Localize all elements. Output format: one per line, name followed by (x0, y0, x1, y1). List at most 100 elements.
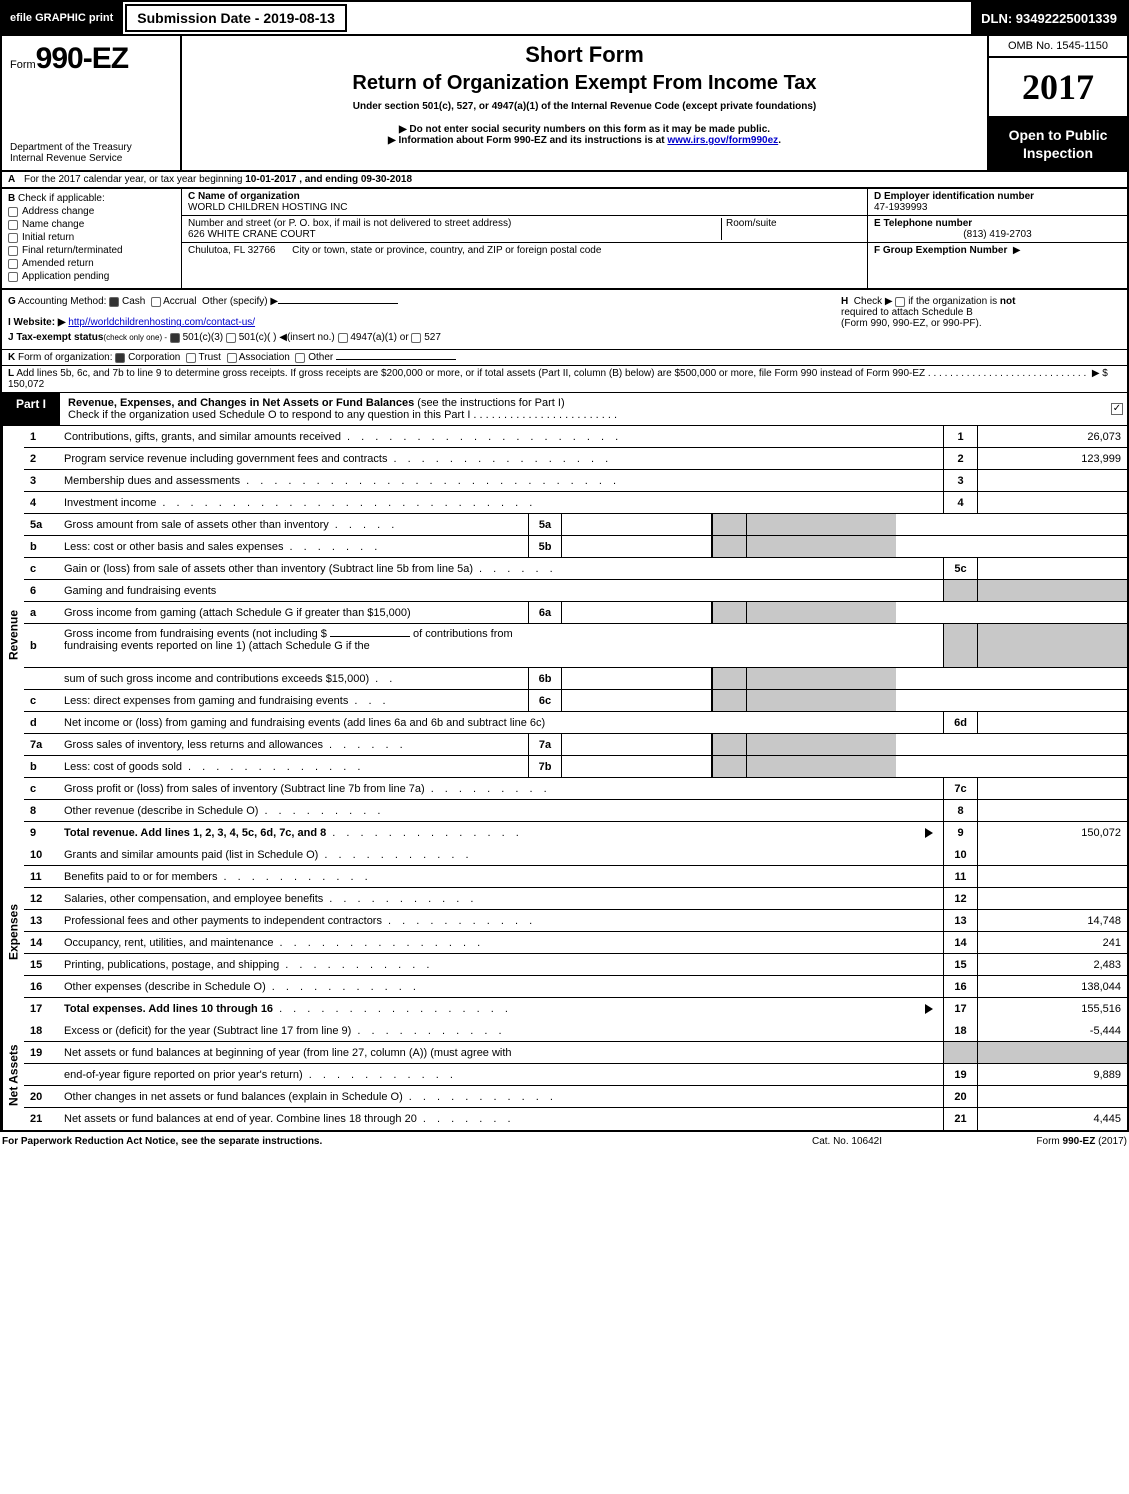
radio-4947[interactable] (338, 333, 348, 343)
part1-checkbox[interactable] (1107, 393, 1127, 425)
rnum: 11 (943, 866, 977, 887)
radio-trust[interactable] (186, 353, 196, 363)
efile-print-button[interactable]: efile GRAPHIC print (2, 2, 123, 34)
radio-corp[interactable] (115, 353, 125, 363)
line-11: 11 Benefits paid to or for members. . . … (24, 866, 1127, 888)
radio-501c3[interactable] (170, 333, 180, 343)
ldesc: Less: cost or other basis and sales expe… (64, 541, 284, 553)
section-a-row: A For the 2017 calendar year, or tax yea… (0, 172, 1129, 188)
k-other-input[interactable] (336, 359, 456, 360)
ldesc: Total revenue. Add lines 1, 2, 3, 4, 5c,… (64, 827, 326, 839)
lnum-empty (24, 668, 58, 689)
a-mid: , and ending (299, 174, 361, 185)
ldesc: Less: direct expenses from gaming and fu… (64, 695, 348, 707)
part1-label: Part I (2, 393, 60, 425)
rval (977, 844, 1127, 865)
rval (977, 778, 1127, 799)
lnum: 21 (24, 1108, 58, 1130)
d-label: D Employer identification number (874, 191, 1121, 202)
form-container: efile GRAPHIC print Submission Date - 20… (0, 0, 1129, 1151)
rnum: 8 (943, 800, 977, 821)
rval (977, 470, 1127, 491)
irs-link[interactable]: www.irs.gov/form990ez (667, 135, 778, 146)
rnum-grey (712, 514, 746, 535)
chk-final-return[interactable]: Final return/terminated (8, 245, 175, 256)
rnum: 2 (943, 448, 977, 469)
g-other-input[interactable] (278, 303, 398, 304)
g-text: Accounting Method: (18, 296, 106, 307)
rval: 155,516 (977, 998, 1127, 1020)
website-link[interactable]: http//worldchildrenhosting.com/contact-u… (68, 317, 255, 328)
rnum: 1 (943, 426, 977, 447)
line-19b: end-of-year figure reported on prior yea… (24, 1064, 1127, 1086)
lnum: c (24, 690, 58, 711)
bcde-grid: B Check if applicable: Address change Na… (0, 188, 1129, 290)
line-9: 9 Total revenue. Add lines 1, 2, 3, 4, 5… (24, 822, 1127, 844)
chk-application-pending[interactable]: Application pending (8, 271, 175, 282)
c-name-label: C Name of organization (188, 191, 861, 202)
ldesc: Other changes in net assets or fund bala… (64, 1091, 403, 1103)
main-table: Revenue 1 Contributions, gifts, grants, … (0, 426, 1129, 1132)
footer: For Paperwork Reduction Act Notice, see … (0, 1132, 1129, 1151)
chk-label: Amended return (22, 258, 94, 269)
rnum: 17 (943, 998, 977, 1020)
ldesc: Net assets or fund balances at end of ye… (64, 1113, 417, 1125)
dln-number: DLN: 93492225001339 (971, 2, 1127, 34)
6b-amount-input[interactable] (330, 636, 410, 637)
rval (977, 800, 1127, 821)
rval-grey (746, 690, 896, 711)
form-number: 990-EZ (36, 42, 128, 75)
tax-year: 2017 (989, 58, 1127, 118)
section-b: B Check if applicable: Address change Na… (2, 189, 182, 288)
line-10: 10 Grants and similar amounts paid (list… (24, 844, 1127, 866)
line-2: 2 Program service revenue including gove… (24, 448, 1127, 470)
rnum-grey (712, 756, 746, 777)
line-3: 3 Membership dues and assessments. . . .… (24, 470, 1127, 492)
footer-right-form: 990-EZ (1063, 1136, 1096, 1147)
l-label: L (8, 368, 14, 379)
chk-name-change[interactable]: Name change (8, 219, 175, 230)
subnum: 6a (528, 602, 562, 623)
section-def: D Employer identification number 47-1939… (867, 189, 1127, 288)
radio-cash[interactable] (109, 297, 119, 307)
rval: 26,073 (977, 426, 1127, 447)
part1-header: Part I Revenue, Expenses, and Changes in… (0, 393, 1129, 426)
footer-left: For Paperwork Reduction Act Notice, see … (2, 1136, 747, 1147)
rval: 150,072 (977, 822, 1127, 844)
part1-note: (see the instructions for Part I) (417, 397, 564, 409)
line-7b: b Less: cost of goods sold. . . . . . . … (24, 756, 1127, 778)
rval (977, 866, 1127, 887)
rval: 123,999 (977, 448, 1127, 469)
chk-address-change[interactable]: Address change (8, 206, 175, 217)
lnum: 5a (24, 514, 58, 535)
footer-mid: Cat. No. 10642I (747, 1136, 947, 1147)
ldesc: Net assets or fund balances at beginning… (64, 1047, 512, 1059)
rnum: 12 (943, 888, 977, 909)
rnum: 21 (943, 1108, 977, 1130)
checkbox-icon (8, 207, 18, 217)
section-h: H Check ▶ if the organization is not req… (841, 296, 1121, 343)
rnum: 18 (943, 1020, 977, 1041)
ldesc: Grants and similar amounts paid (list in… (64, 849, 318, 861)
c-addr-label: Number and street (or P. O. box, if mail… (188, 218, 721, 229)
lnum: b (24, 536, 58, 557)
radio-527[interactable] (411, 333, 421, 343)
rnum-grey (943, 624, 977, 667)
chk-amended-return[interactable]: Amended return (8, 258, 175, 269)
ldesc: Occupancy, rent, utilities, and maintena… (64, 937, 274, 949)
radio-assoc[interactable] (227, 353, 237, 363)
lnum: b (24, 756, 58, 777)
lnum: c (24, 558, 58, 579)
radio-h[interactable] (895, 297, 905, 307)
radio-501c[interactable] (226, 333, 236, 343)
instr2-prefix: ▶ Information about Form 990-EZ and its … (388, 135, 667, 146)
j-opt4: 527 (424, 332, 441, 343)
radio-other[interactable] (295, 353, 305, 363)
rval (977, 558, 1127, 579)
radio-accrual[interactable] (151, 297, 161, 307)
chk-initial-return[interactable]: Initial return (8, 232, 175, 243)
omb-number: OMB No. 1545-1150 (989, 36, 1127, 58)
ldesc: Contributions, gifts, grants, and simila… (64, 431, 341, 443)
g-accrual: Accrual (163, 296, 196, 307)
rval: -5,444 (977, 1020, 1127, 1041)
